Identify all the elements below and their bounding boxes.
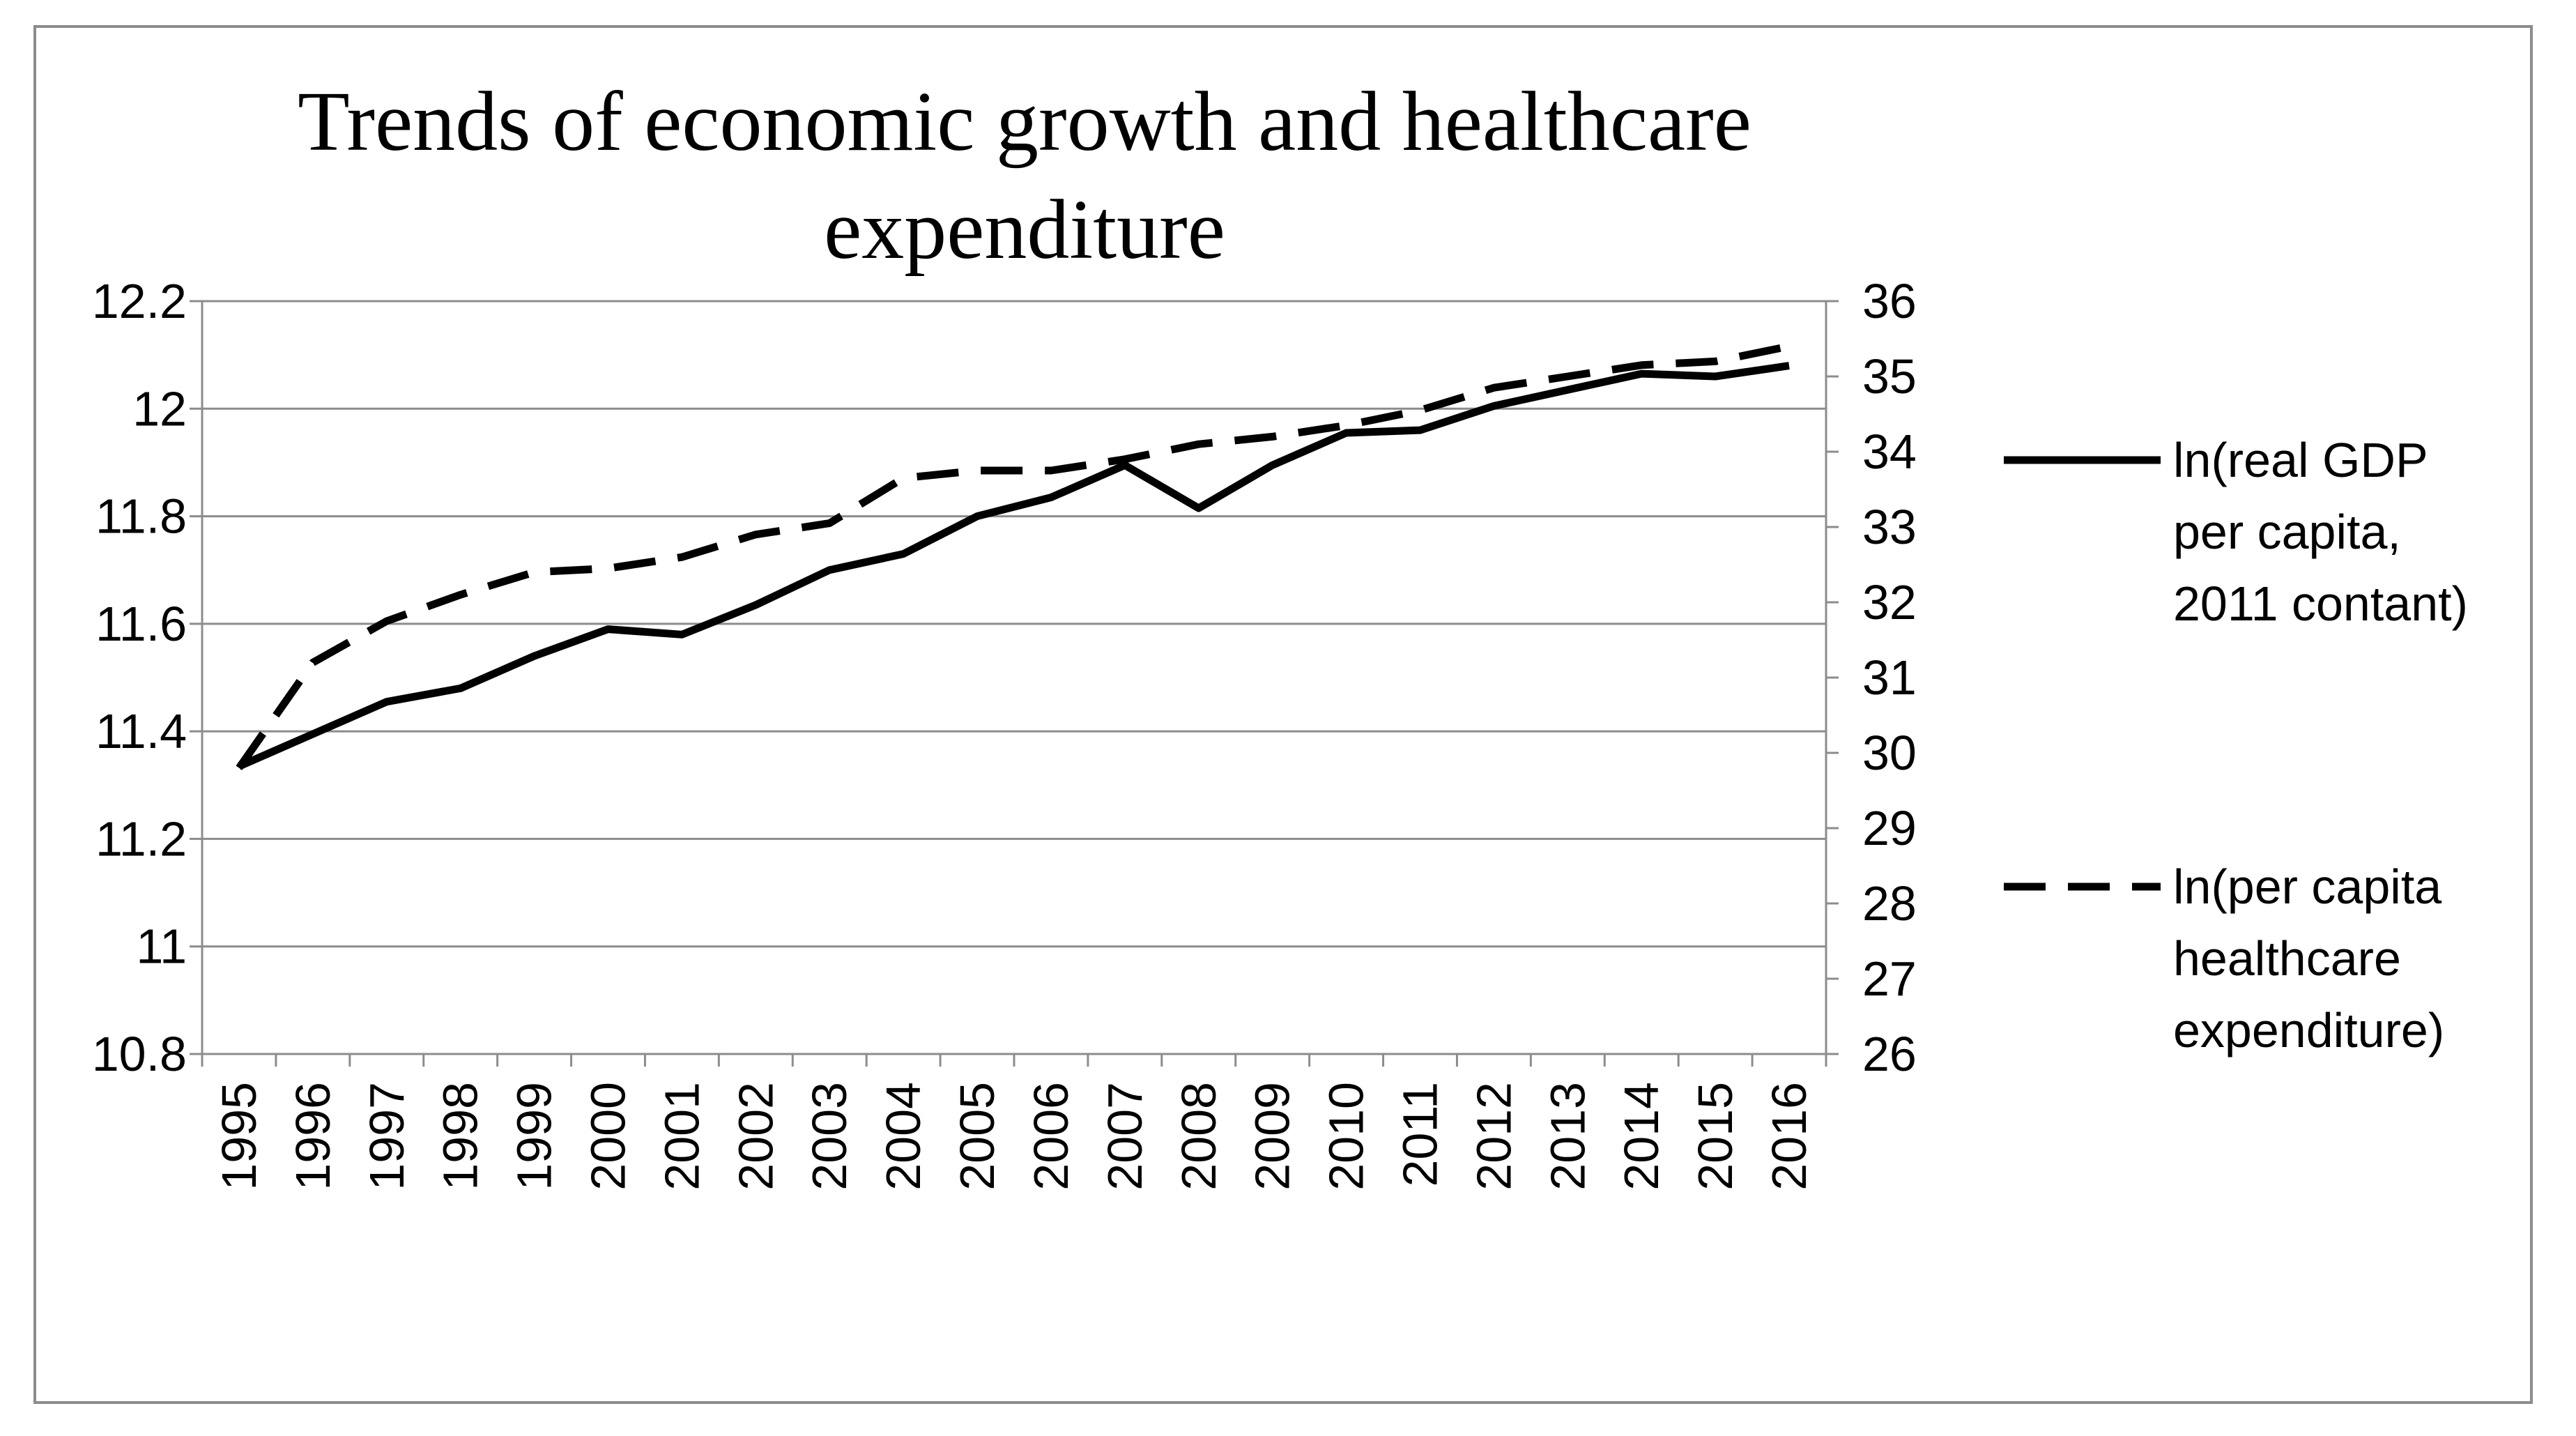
left-tick-label: 11.8 xyxy=(95,489,187,544)
left-tick-label: 11 xyxy=(136,919,187,974)
left-tick-label: 12.2 xyxy=(92,274,187,328)
right-tick-label: 36 xyxy=(1862,274,1917,328)
x-tick-label: 1997 xyxy=(360,1082,414,1191)
legend-label: expenditure) xyxy=(2173,1003,2444,1057)
legend: ln(real GDP per capita, 2011 contant) ln(pe… xyxy=(2004,433,2468,1057)
right-tick-label: 27 xyxy=(1862,952,1917,1006)
legend-label: ln(real GDP xyxy=(2173,433,2428,487)
right-tick-label: 30 xyxy=(1862,726,1917,780)
left-tick-label: 11.6 xyxy=(95,597,187,651)
healthcare-expenditure-line xyxy=(236,342,1791,770)
x-tick-label: 2008 xyxy=(1172,1082,1226,1191)
x-tick-label: 2000 xyxy=(581,1082,636,1191)
x-tick-label: 2004 xyxy=(876,1082,930,1191)
legend-label: healthcare xyxy=(2173,931,2401,986)
x-axis-ticks: 1995 1996 1997 1998 1999 2000 2001 2002 2003 2004… xyxy=(212,1082,1816,1191)
right-axis-ticks: 26 27 28 29 30 31 32 33 34 35 36 xyxy=(1826,274,1917,1081)
right-tick-label: 35 xyxy=(1862,349,1917,404)
chart-title-line-2: expenditure xyxy=(824,183,1225,277)
x-tick-label: 2015 xyxy=(1688,1082,1742,1191)
x-tick-label: 2007 xyxy=(1098,1082,1152,1191)
axes xyxy=(190,300,1827,1067)
right-tick-label: 34 xyxy=(1862,425,1917,479)
right-tick-label: 33 xyxy=(1862,500,1917,554)
x-tick-label: 2010 xyxy=(1319,1082,1374,1191)
chart-title-line-1: Trends of economic growth and healthcare xyxy=(298,75,1751,169)
x-tick-label: 2009 xyxy=(1245,1082,1300,1191)
right-tick-label: 29 xyxy=(1862,801,1917,855)
left-tick-label: 10.8 xyxy=(92,1027,187,1081)
right-tick-label: 31 xyxy=(1862,650,1917,705)
right-tick-label: 32 xyxy=(1862,575,1917,629)
gridlines xyxy=(202,300,1826,948)
right-tick-label: 28 xyxy=(1862,876,1917,931)
x-tick-label: 2013 xyxy=(1540,1082,1595,1191)
left-tick-label: 11.4 xyxy=(95,704,187,758)
x-tick-label: 1998 xyxy=(434,1082,488,1191)
left-tick-label: 12 xyxy=(132,381,187,436)
x-tick-label: 2001 xyxy=(654,1082,709,1191)
x-tick-label: 2006 xyxy=(1024,1082,1078,1191)
legend-label: 2011 contant) xyxy=(2173,576,2468,631)
left-axis-ticks: 10.8 11 11.2 11.4 11.6 11.8 12 12.2 xyxy=(92,274,187,1081)
x-tick-label: 1996 xyxy=(286,1082,340,1191)
x-tick-label: 2016 xyxy=(1762,1082,1816,1191)
x-tick-label: 2003 xyxy=(802,1082,857,1191)
right-tick-label: 26 xyxy=(1862,1027,1917,1081)
left-tick-label: 11.2 xyxy=(95,811,187,866)
legend-label: ln(per capita xyxy=(2173,860,2441,914)
x-tick-label: 2011 xyxy=(1393,1082,1448,1187)
gdp-per-capita-line xyxy=(237,362,1790,770)
series-lines xyxy=(236,342,1791,770)
legend-label: per capita, xyxy=(2173,505,2401,559)
x-tick-label: 1999 xyxy=(507,1082,562,1191)
x-tick-label: 1995 xyxy=(212,1082,266,1191)
chart-area xyxy=(33,25,2533,1404)
x-tick-label: 2014 xyxy=(1614,1082,1669,1191)
x-tick-label: 2005 xyxy=(950,1082,1004,1191)
x-tick-label: 2002 xyxy=(728,1082,783,1191)
x-tick-label: 2012 xyxy=(1466,1082,1521,1191)
